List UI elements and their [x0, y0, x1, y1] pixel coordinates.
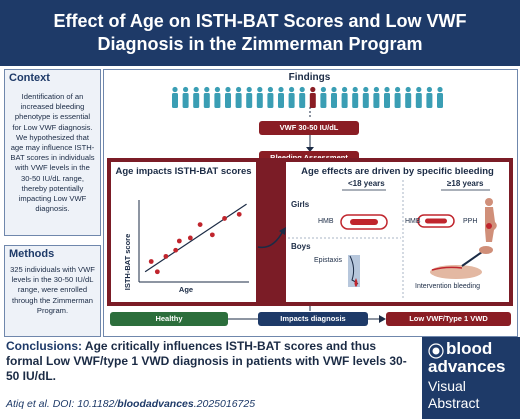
page-title: Effect of Age on ISTH-BAT Scores and Low… [53, 11, 467, 54]
person-icon [352, 86, 359, 108]
conclusions-body: Age critically influences ISTH-BAT score… [6, 339, 407, 383]
hmb-adult-label: HMB [405, 218, 421, 225]
person-icon [331, 86, 337, 108]
person-icon [373, 86, 380, 108]
blood-advances-logo: blood advances Visual Abstract [422, 337, 520, 419]
data-point [209, 232, 215, 238]
pregnant-woman-icon [485, 198, 497, 242]
person-icon [246, 86, 253, 108]
hmb-label: HMB [318, 218, 334, 225]
person-icon [267, 86, 274, 108]
person-icon [405, 86, 412, 108]
person-icon [214, 86, 221, 108]
x-axis-label: Age [179, 285, 193, 294]
citation: Atiq et al. DOI: 10.1182/bloodadvances.2… [6, 398, 255, 410]
low-vwf-box: Low VWF/Type 1 VWD [386, 312, 511, 326]
age-effects-title: Age effects are driven by specific bleed… [301, 166, 494, 177]
data-point [222, 216, 227, 221]
person-icon [415, 86, 422, 108]
surgical-hand-icon [430, 246, 493, 279]
context-panel: Context Identification of an increased b… [4, 69, 101, 236]
population-icons [172, 86, 443, 108]
person-icon [437, 86, 443, 108]
methods-heading: Methods [9, 248, 55, 260]
context-heading: Context [9, 72, 50, 84]
age-effects-graphics [288, 180, 497, 298]
under-18-label: <18 years [348, 179, 385, 188]
chart-title: Age impacts ISTH-BAT scores [115, 166, 252, 177]
data-point [173, 247, 179, 253]
y-axis-label: ISTH-BAT score [123, 234, 132, 291]
conclusions-section: Conclusions: Age critically influences I… [0, 337, 418, 392]
diagnosis-connectors [228, 306, 386, 323]
person-icon [172, 86, 178, 108]
scatter-chart: ISTH-BAT score Age [123, 200, 249, 294]
vwf-range-box: VWF 30-50 IU/dL [259, 121, 359, 135]
over-18-label: ≥18 years [447, 179, 484, 188]
person-icon [384, 86, 390, 108]
conclusions-heading: Conclusions: [6, 339, 83, 353]
healthy-box: Healthy [110, 312, 228, 326]
person-icon [256, 86, 263, 108]
data-point [163, 253, 169, 259]
logo-line-2: advances [428, 357, 506, 376]
data-point [187, 235, 193, 241]
context-body: Identification of an increased bleeding … [10, 92, 95, 214]
trend-line [144, 203, 247, 273]
conclusions-text: Conclusions: Age critically influences I… [6, 339, 416, 384]
impacts-diagnosis-box: Impacts diagnosis [258, 312, 368, 326]
person-icon [235, 86, 242, 108]
person-icon [278, 86, 284, 108]
methods-panel: Methods 325 individuals with VWF levels … [4, 245, 101, 337]
flow-connectors [306, 107, 314, 152]
intervention-label: Intervention bleeding [415, 283, 480, 290]
scatter-chart-box: Age impacts ISTH-BAT scores ISTH-BAT sco… [111, 162, 256, 302]
person-icon [203, 86, 210, 108]
person-icon [394, 86, 401, 108]
pad-icon [340, 214, 388, 230]
data-point [197, 222, 203, 227]
age-effects-box: Age effects are driven by specific bleed… [286, 162, 509, 302]
person-icon [225, 86, 231, 108]
header-banner: Effect of Age on ISTH-BAT Scores and Low… [0, 0, 520, 66]
data-point [236, 211, 242, 217]
citation-authors: Atiq et al. DOI: 10.1182/ [6, 398, 118, 410]
girls-label: Girls [291, 200, 310, 209]
methods-body: 325 individuals with VWF levels in the 3… [10, 265, 95, 315]
logo-line-4: Abstract [428, 395, 480, 411]
person-icon [320, 86, 327, 108]
logo-line-1: blood [446, 339, 493, 358]
data-point [176, 238, 182, 244]
data-point [148, 259, 154, 264]
person-icon [193, 86, 200, 108]
curved-arrow [257, 227, 286, 249]
person-icon [362, 86, 369, 108]
nose-icon [348, 255, 360, 287]
person-icon [288, 86, 295, 108]
blood-drop-icon [428, 343, 444, 359]
pph-label: PPH [463, 218, 478, 225]
person-icon [341, 86, 348, 108]
person-icon [299, 86, 306, 108]
person-icon [426, 86, 433, 108]
pad-icon-adult [417, 214, 455, 228]
epistaxis-label: Epistaxis [314, 257, 343, 264]
data-point [154, 269, 160, 275]
person-icon [309, 86, 316, 108]
person-icon [182, 86, 189, 108]
citation-doi-tail: .2025016725 [193, 398, 256, 410]
findings-title: Findings [288, 72, 331, 83]
citation-journal: bloodadvances [117, 398, 194, 410]
logo-line-3: Visual [428, 378, 466, 394]
boys-label: Boys [291, 242, 311, 251]
